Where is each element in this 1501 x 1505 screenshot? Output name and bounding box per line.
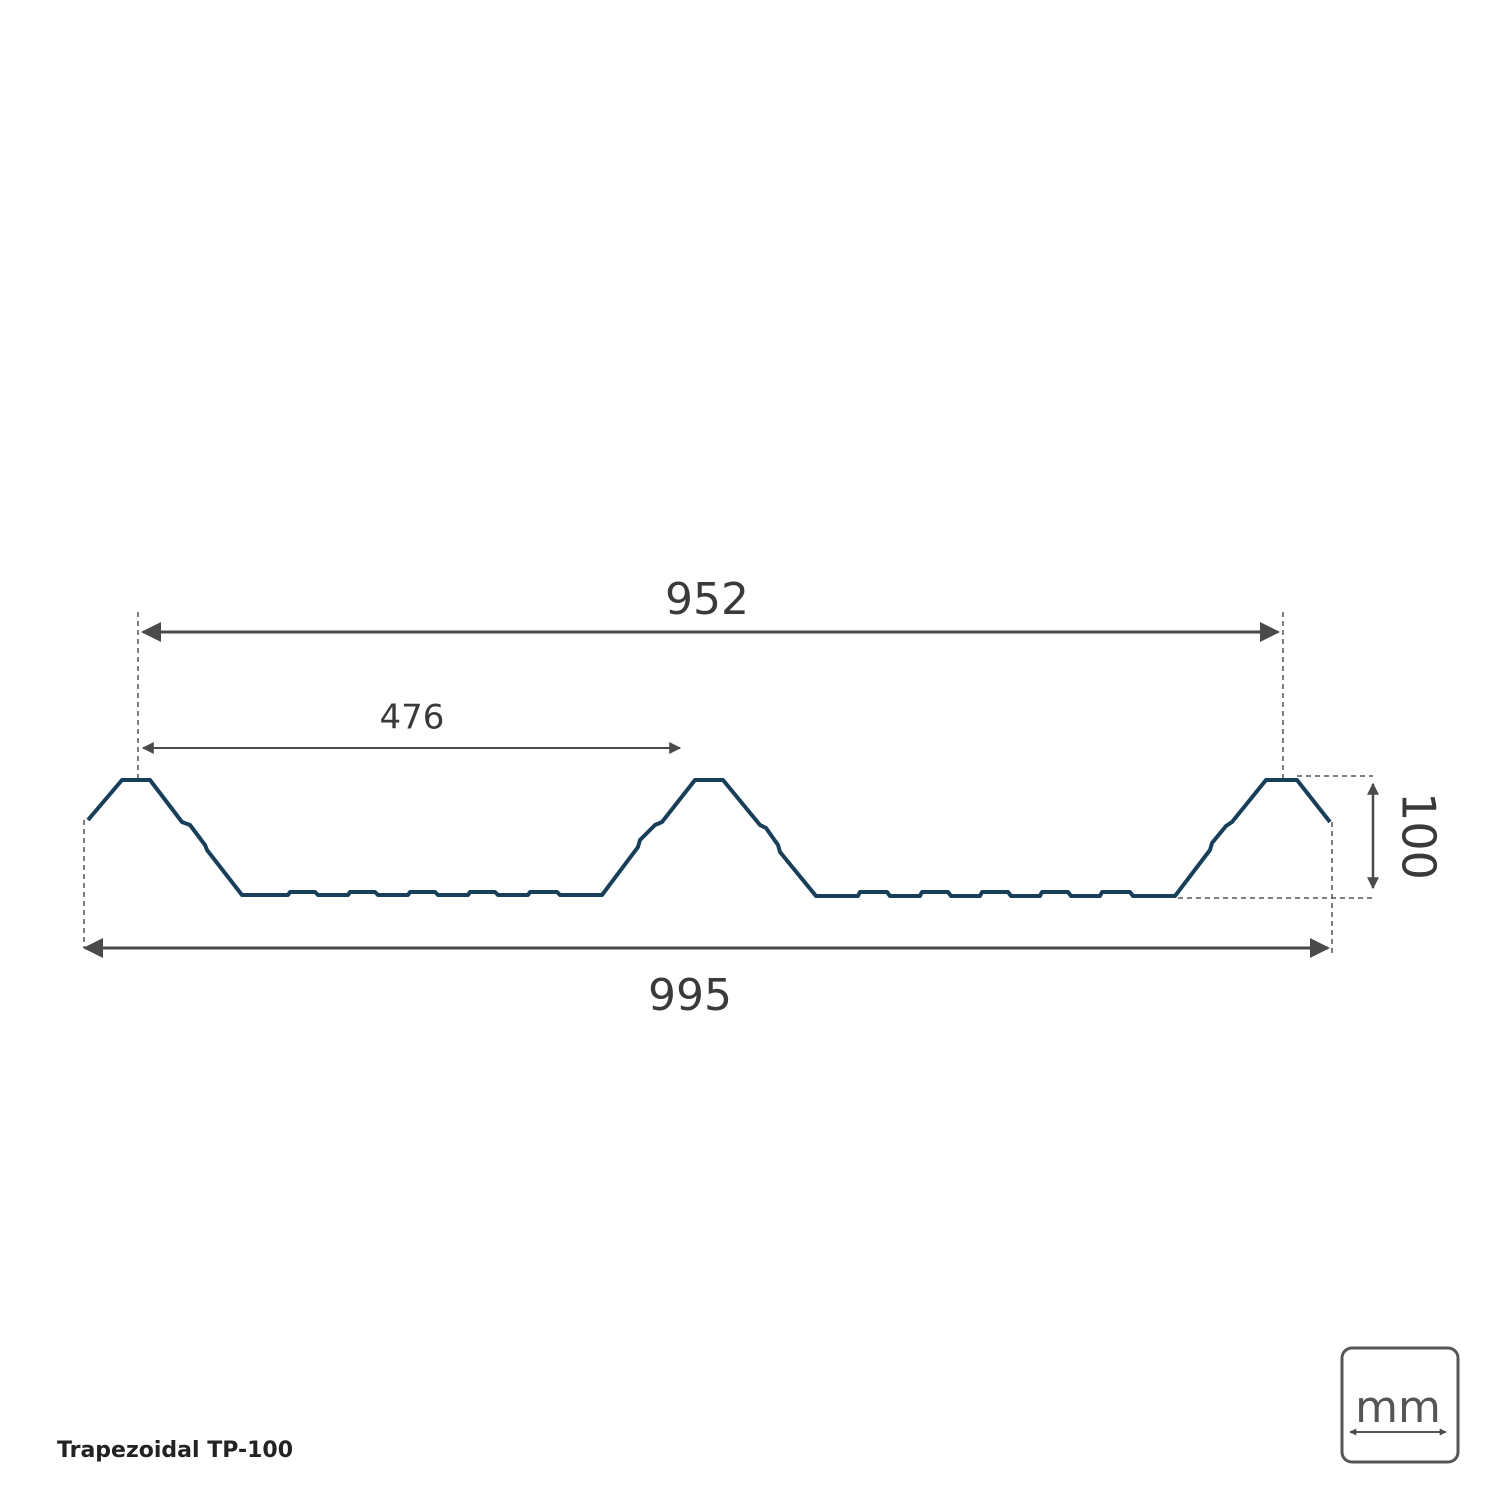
dim-label: 476 <box>380 698 445 738</box>
sheet-profile <box>86 778 1332 898</box>
unit-icon-frame <box>1340 1346 1460 1464</box>
unit-icon-label: mm <box>1355 1382 1441 1433</box>
dim-label: 952 <box>665 574 749 625</box>
dim-label: 995 <box>648 970 732 1021</box>
dim-label: 100 <box>1392 792 1446 880</box>
extension-lines <box>83 612 1373 955</box>
caption: Trapezoidal TP-100 <box>57 1438 293 1463</box>
